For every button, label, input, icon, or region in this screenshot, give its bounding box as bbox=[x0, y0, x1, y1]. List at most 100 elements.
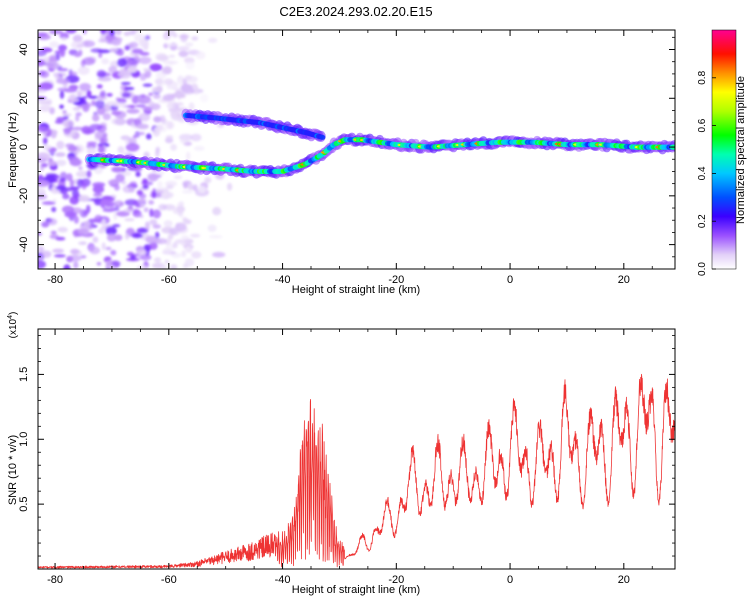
noise-blob bbox=[172, 242, 178, 249]
noise-blob bbox=[69, 71, 78, 76]
noise-blob bbox=[41, 47, 53, 53]
noise-blob bbox=[59, 32, 69, 40]
spectrogram-ylabel: Frequency (Hz) bbox=[7, 112, 19, 188]
noise-blob bbox=[59, 90, 65, 100]
noise-blob bbox=[199, 93, 209, 103]
noise-blob bbox=[190, 233, 201, 238]
noise-blob bbox=[172, 207, 184, 215]
snr-frame bbox=[37, 328, 676, 570]
noise-blob bbox=[58, 44, 67, 51]
noise-blob bbox=[105, 226, 117, 236]
noise-blob bbox=[166, 184, 174, 190]
noise-blob bbox=[209, 235, 223, 239]
noise-blob bbox=[75, 170, 89, 178]
x-tick-label: -20 bbox=[388, 274, 404, 286]
noise-blob bbox=[79, 83, 91, 91]
noise-blob bbox=[73, 215, 79, 224]
noise-blob bbox=[41, 250, 52, 258]
noise-blob bbox=[125, 59, 138, 69]
noise-blob bbox=[123, 31, 131, 36]
noise-blob bbox=[81, 125, 91, 134]
noise-blob bbox=[136, 123, 149, 130]
noise-blob bbox=[193, 146, 205, 151]
noise-blob bbox=[51, 206, 57, 213]
noise-blob bbox=[129, 41, 139, 49]
noise-blob bbox=[61, 37, 67, 41]
noise-blob bbox=[57, 226, 68, 233]
noise-blob bbox=[78, 166, 83, 171]
noise-blob bbox=[163, 220, 173, 228]
noise-blob bbox=[49, 30, 63, 35]
noise-blob bbox=[96, 84, 103, 89]
noise-blob bbox=[73, 193, 81, 200]
noise-blob bbox=[161, 66, 172, 75]
noise-blob bbox=[128, 137, 137, 146]
noise-blob bbox=[98, 228, 105, 234]
noise-blob bbox=[110, 249, 117, 256]
noise-blob bbox=[148, 92, 153, 96]
noise-blob bbox=[175, 222, 187, 232]
noise-blob bbox=[38, 59, 46, 67]
noise-blob bbox=[38, 89, 47, 93]
noise-blob bbox=[121, 92, 131, 98]
noise-blob bbox=[109, 48, 119, 53]
noise-blob bbox=[78, 228, 89, 235]
noise-blob bbox=[178, 50, 189, 58]
noise-blob bbox=[42, 137, 48, 145]
noise-blob bbox=[64, 211, 77, 218]
noise-blob bbox=[212, 207, 222, 216]
noise-blob bbox=[82, 104, 90, 112]
noise-blob bbox=[62, 128, 73, 132]
noise-blob bbox=[80, 255, 87, 259]
y-tick-label: 20 bbox=[18, 92, 30, 104]
noise-blob bbox=[75, 115, 80, 122]
noise-blob bbox=[56, 116, 66, 122]
noise-blob bbox=[149, 241, 158, 250]
noise-blob bbox=[152, 128, 161, 137]
noise-blob bbox=[38, 260, 46, 269]
noise-blob bbox=[137, 95, 151, 104]
noise-blob bbox=[59, 50, 65, 58]
noise-blob bbox=[191, 36, 199, 41]
noise-blob bbox=[117, 146, 125, 154]
noise-blob bbox=[165, 137, 174, 144]
noise-blob bbox=[204, 176, 212, 184]
noise-blob bbox=[52, 248, 65, 254]
noise-blob bbox=[190, 133, 202, 142]
noise-blob bbox=[165, 135, 174, 139]
noise-blob bbox=[180, 138, 188, 144]
noise-blob bbox=[138, 56, 152, 65]
noise-blob bbox=[136, 227, 149, 234]
noise-blob bbox=[142, 184, 149, 190]
noise-blob bbox=[52, 198, 57, 203]
noise-blob bbox=[47, 218, 58, 226]
noise-blob bbox=[154, 257, 162, 263]
noise-blob bbox=[177, 46, 190, 51]
noise-blob bbox=[212, 251, 226, 258]
noise-blob bbox=[152, 209, 161, 219]
noise-blob bbox=[49, 41, 59, 48]
y-tick-label: 1.5 bbox=[18, 367, 30, 382]
noise-blob bbox=[105, 265, 116, 269]
noise-blob bbox=[61, 119, 75, 128]
y-tick-label: -40 bbox=[18, 237, 30, 253]
noise-blob bbox=[59, 104, 64, 109]
noise-blob bbox=[80, 59, 86, 68]
noise-blob bbox=[82, 57, 96, 66]
noise-blob bbox=[50, 130, 57, 139]
noise-blob bbox=[102, 208, 116, 213]
noise-blob bbox=[159, 115, 166, 123]
noise-blob bbox=[131, 48, 144, 54]
noise-blob bbox=[89, 246, 101, 255]
noise-blob bbox=[181, 190, 194, 194]
noise-blob bbox=[81, 181, 87, 190]
noise-blob bbox=[140, 94, 146, 98]
noise-blob bbox=[55, 236, 66, 241]
noise-blob bbox=[47, 128, 52, 137]
noise-blob bbox=[125, 143, 140, 152]
noise-blob bbox=[156, 54, 170, 61]
noise-blob bbox=[69, 179, 74, 188]
noise-blob bbox=[164, 78, 174, 85]
noise-blob bbox=[45, 173, 58, 178]
